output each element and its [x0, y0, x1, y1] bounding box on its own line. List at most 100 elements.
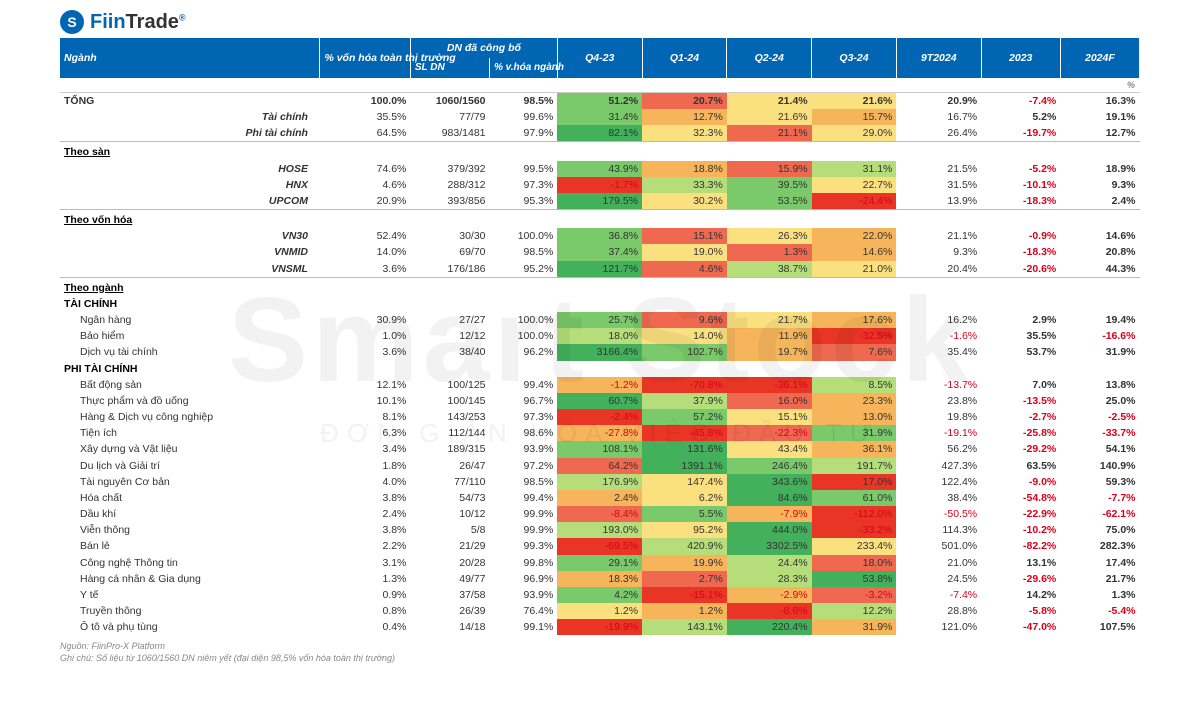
cell-q2: 39.5% — [727, 177, 812, 193]
cell-vhoa: 99.9% — [490, 506, 558, 522]
cell-9t: 121.0% — [896, 619, 981, 635]
cell-q2: -36.1% — [727, 377, 812, 393]
cell-q2: 21.6% — [727, 109, 812, 125]
cell-q0: 176.9% — [557, 474, 642, 490]
cell-2024f: 16.3% — [1060, 92, 1139, 109]
cell-9t: 114.3% — [896, 522, 981, 538]
cell-q0: -27.8% — [557, 425, 642, 441]
cell-q3: 233.4% — [812, 538, 897, 554]
cell-q1: 37.9% — [642, 393, 727, 409]
cell-vhoa: 99.5% — [490, 161, 558, 177]
cell-9t: 21.0% — [896, 555, 981, 571]
table-row: HOSE74.6%379/39299.5%43.9%18.8%15.9%31.1… — [60, 161, 1140, 177]
brand-name-a: Fiin — [90, 11, 126, 33]
cell-2023: -29.6% — [981, 571, 1060, 587]
cell-9t: -19.1% — [896, 425, 981, 441]
cell-2023: -9.0% — [981, 474, 1060, 490]
cell-q0: 31.4% — [557, 109, 642, 125]
row-name: VNSML — [60, 261, 320, 278]
row-name: Xây dựng và Vật liệu — [60, 441, 320, 457]
cell-9t: 35.4% — [896, 344, 981, 360]
cell-pct: 3.8% — [320, 490, 410, 506]
cell-q2: 220.4% — [727, 619, 812, 635]
table-row: Xây dựng và Vật liệu3.4%189/31593.9%108.… — [60, 441, 1140, 457]
cell-q0: -69.5% — [557, 538, 642, 554]
cell-2023: 14.2% — [981, 587, 1060, 603]
cell-vhoa: 96.9% — [490, 571, 558, 587]
cell-9t: 13.9% — [896, 193, 981, 210]
row-name: Du lịch và Giải trí — [60, 458, 320, 474]
cell-q3: 12.2% — [812, 603, 897, 619]
cell-q2: 1.3% — [727, 244, 812, 260]
table-row: PHI TÀI CHÍNH — [60, 361, 1140, 377]
cell-pct: 4.6% — [320, 177, 410, 193]
brand-logo: S FiinTrade® — [60, 10, 1140, 34]
row-name: Bán lẻ — [60, 538, 320, 554]
section-title: Theo ngành — [60, 277, 1140, 296]
cell-sldn: 379/392 — [410, 161, 489, 177]
cell-2023: -25.8% — [981, 425, 1060, 441]
table-row: Theo vốn hóa — [60, 210, 1140, 229]
cell-sldn: 21/29 — [410, 538, 489, 554]
cell-q2: -8.6% — [727, 603, 812, 619]
cell-2023: 13.1% — [981, 555, 1060, 571]
hdr-q324: Q3-24 — [812, 38, 897, 78]
cell-sldn: 77/79 — [410, 109, 489, 125]
cell-sldn: 112/144 — [410, 425, 489, 441]
cell-sldn: 1060/1560 — [410, 92, 489, 109]
cell-q0: 29.1% — [557, 555, 642, 571]
cell-2024f: 107.5% — [1060, 619, 1139, 635]
cell-pct: 52.4% — [320, 228, 410, 244]
cell-q1: -70.8% — [642, 377, 727, 393]
cell-q0: -1.2% — [557, 377, 642, 393]
cell-q1: 420.9% — [642, 538, 727, 554]
cell-sldn: 288/312 — [410, 177, 489, 193]
hdr-q124: Q1-24 — [642, 38, 727, 78]
row-name: VN30 — [60, 228, 320, 244]
row-name: Tài nguyên Cơ bản — [60, 474, 320, 490]
cell-sldn: 14/18 — [410, 619, 489, 635]
cell-pct: 0.4% — [320, 619, 410, 635]
cell-q3: -32.5% — [812, 328, 897, 344]
cell-9t: 16.2% — [896, 312, 981, 328]
brand-name: FiinTrade® — [90, 11, 186, 34]
cell-pct: 3.6% — [320, 261, 410, 278]
row-name: Tiện ích — [60, 425, 320, 441]
cell-q1: 33.3% — [642, 177, 727, 193]
cell-2023: -5.2% — [981, 161, 1060, 177]
row-name: Hàng & Dịch vụ công nghiệp — [60, 409, 320, 425]
cell-pct: 4.0% — [320, 474, 410, 490]
cell-q0: 82.1% — [557, 125, 642, 142]
cell-9t: 21.1% — [896, 228, 981, 244]
table-row: VNMID14.0%69/7098.5%37.4%19.0%1.3%14.6%9… — [60, 244, 1140, 260]
cell-vhoa: 76.4% — [490, 603, 558, 619]
cell-q0: 179.5% — [557, 193, 642, 210]
cell-pct: 1.8% — [320, 458, 410, 474]
row-name: VNMID — [60, 244, 320, 260]
cell-9t: -13.7% — [896, 377, 981, 393]
table-row: Y tế0.9%37/5893.9%4.2%-15.1%-2.9%-3.2%-7… — [60, 587, 1140, 603]
cell-q3: 17.0% — [812, 474, 897, 490]
cell-9t: 9.3% — [896, 244, 981, 260]
cell-pct: 3.1% — [320, 555, 410, 571]
cell-2023: -10.2% — [981, 522, 1060, 538]
cell-q1: 57.2% — [642, 409, 727, 425]
cell-2024f: 9.3% — [1060, 177, 1139, 193]
cell-2023: -82.2% — [981, 538, 1060, 554]
section-title: Theo sàn — [60, 142, 1140, 161]
table-row: Phi tài chính64.5%983/148197.9%82.1%32.3… — [60, 125, 1140, 142]
cell-pct: 30.9% — [320, 312, 410, 328]
cell-q3: 191.7% — [812, 458, 897, 474]
cell-2023: 2.9% — [981, 312, 1060, 328]
cell-2024f: 2.4% — [1060, 193, 1139, 210]
cell-vhoa: 98.5% — [490, 474, 558, 490]
cell-q2: 21.7% — [727, 312, 812, 328]
table-row: Bất động sản12.1%100/12599.4%-1.2%-70.8%… — [60, 377, 1140, 393]
cell-sldn: 26/47 — [410, 458, 489, 474]
cell-9t: -50.5% — [896, 506, 981, 522]
cell-2023: -47.0% — [981, 619, 1060, 635]
cell-vhoa: 99.4% — [490, 377, 558, 393]
cell-sldn: 20/28 — [410, 555, 489, 571]
table-row: Viễn thông3.8%5/899.9%193.0%95.2%444.0%-… — [60, 522, 1140, 538]
cell-q1: 18.8% — [642, 161, 727, 177]
